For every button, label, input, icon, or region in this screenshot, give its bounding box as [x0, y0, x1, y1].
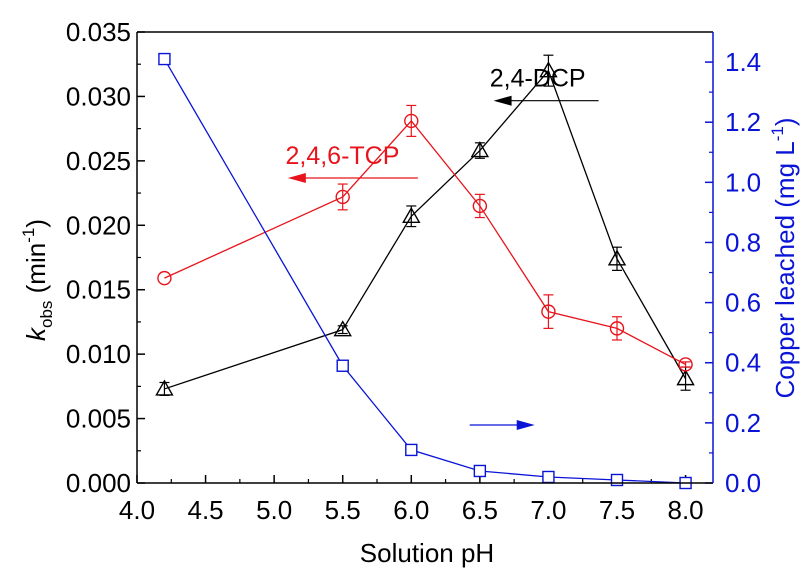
right-y-tick-label: 1.0	[725, 167, 761, 197]
annotation-3	[469, 420, 535, 431]
annotation-1: 2,4-DCP	[490, 65, 599, 106]
series-layer	[155, 52, 695, 490]
annotations: 2,4-DCP 2,4,6-TCP	[285, 65, 599, 431]
annotation-arrow-head	[287, 173, 306, 184]
right-y-axis-label: Copper leached (mg L-1)	[768, 117, 800, 398]
annotation-2: 2,4,6-TCP	[285, 142, 418, 184]
data-point	[402, 206, 421, 223]
left-y-tick-label: 0.000	[66, 468, 131, 498]
data-point	[542, 470, 555, 484]
right-y-axis-label-main: Copper leached (mg L	[770, 141, 800, 398]
series-2-4-dcp	[155, 54, 695, 396]
annotation-label: 2,4,6-TCP	[285, 142, 399, 170]
data-point	[470, 141, 490, 158]
series-line	[164, 69, 687, 390]
data-point	[609, 321, 625, 336]
data-point	[610, 473, 624, 487]
series-line	[163, 58, 686, 484]
data-point	[678, 357, 693, 372]
series-2-4-6-tcp	[157, 104, 693, 372]
x-tick-label: 4.0	[119, 495, 155, 525]
x-tick-label: 7.5	[599, 495, 635, 525]
right-y-tick-label: 1.2	[725, 107, 761, 137]
left-y-tick-label: 0.005	[66, 404, 131, 434]
annotation-arrow-head	[493, 95, 512, 106]
data-point	[336, 359, 349, 372]
series-copper-leached	[158, 52, 692, 490]
right-y-tick-label: 0.8	[725, 227, 761, 257]
right-y-axis-ticks: 0.0 0.2 0.4 0.6 0.8 1.0 1.2 1.4	[705, 47, 761, 498]
data-point	[539, 61, 558, 78]
left-y-axis-label-unit: (min	[21, 243, 51, 301]
right-y-tick-label: 1.4	[725, 47, 761, 77]
left-y-tick-label: 0.020	[66, 210, 131, 240]
annotation-label: 2,4-DCP	[490, 65, 586, 93]
x-axis-label: Solution pH	[360, 538, 494, 568]
data-point	[335, 189, 350, 205]
series-line	[164, 119, 686, 366]
right-y-axis-label-sup: -1	[768, 126, 787, 141]
x-tick-label: 5.5	[325, 495, 361, 525]
left-y-tick-label: 0.035	[66, 17, 131, 47]
data-point	[676, 369, 695, 386]
right-y-tick-label: 0.6	[725, 288, 761, 318]
left-y-tick-label: 0.025	[66, 146, 131, 176]
right-y-tick-label: 0.4	[725, 348, 761, 378]
x-tick-label: 6.5	[462, 495, 498, 525]
right-y-axis-label-close: )	[770, 117, 800, 126]
x-tick-label: 6.0	[393, 495, 429, 525]
data-point	[155, 379, 174, 396]
data-point	[157, 270, 172, 286]
x-tick-label: 4.5	[187, 495, 223, 525]
data-point	[405, 443, 418, 457]
left-y-axis-label-sub: obs	[37, 301, 56, 328]
data-point	[158, 52, 171, 66]
left-y-tick-label: 0.010	[66, 339, 131, 369]
left-y-axis-ticks: 0.000 0.005 0.010 0.015 0.020 0.025 0.030 0.035	[66, 17, 145, 498]
left-y-axis-label-sup: -1	[19, 228, 38, 243]
left-y-axis-label-main: k	[21, 326, 51, 341]
right-y-tick-label: 0.2	[725, 408, 761, 438]
annotation-arrow-head	[516, 420, 535, 431]
left-y-tick-label: 0.030	[66, 81, 131, 111]
x-tick-label: 7.0	[530, 495, 566, 525]
x-tick-label: 5.0	[256, 495, 292, 525]
left-y-tick-label: 0.015	[66, 275, 131, 305]
x-axis-ticks: 4.0 4.5 5.0 5.5 6.0 6.5 7.0 7.5 8.0	[119, 475, 704, 525]
x-tick-label: 8.0	[667, 495, 703, 525]
data-point	[541, 304, 556, 319]
data-point	[607, 249, 627, 266]
data-point	[472, 198, 488, 214]
left-y-axis-label: kobs (min-1)	[19, 219, 56, 341]
data-point	[473, 464, 487, 478]
left-y-axis-label-close: )	[21, 219, 51, 228]
data-point	[404, 113, 419, 129]
data-point	[333, 320, 352, 337]
right-y-tick-label: 0.0	[725, 468, 761, 498]
